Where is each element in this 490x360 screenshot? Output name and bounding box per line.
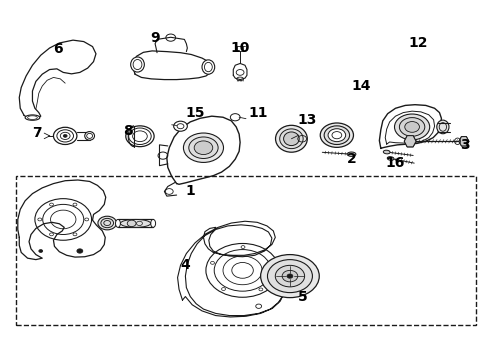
Text: 12: 12 [409,36,428,50]
Circle shape [230,114,240,121]
Text: 14: 14 [351,79,371,93]
Text: 4: 4 [180,258,190,273]
Text: 16: 16 [386,156,405,170]
Circle shape [39,249,43,252]
Ellipse shape [127,220,136,226]
Circle shape [282,270,298,282]
Ellipse shape [324,126,349,144]
Text: 8: 8 [123,123,133,138]
Circle shape [77,249,83,253]
Ellipse shape [284,132,299,145]
Ellipse shape [63,134,67,137]
Ellipse shape [151,220,156,227]
Ellipse shape [383,150,390,154]
Circle shape [275,265,305,287]
Text: 2: 2 [346,152,356,166]
Polygon shape [459,136,469,146]
Text: 5: 5 [298,289,308,303]
Ellipse shape [328,129,345,141]
Ellipse shape [126,126,154,147]
Ellipse shape [53,127,77,144]
Text: 11: 11 [249,105,269,120]
Ellipse shape [116,220,121,227]
Text: 9: 9 [150,31,159,45]
Ellipse shape [394,114,430,140]
Ellipse shape [320,123,353,147]
Bar [16,176,476,325]
Ellipse shape [348,152,355,156]
Ellipse shape [399,118,425,136]
Circle shape [268,260,313,293]
Text: 10: 10 [230,41,250,55]
Ellipse shape [183,133,223,162]
Ellipse shape [202,60,215,74]
Circle shape [287,274,293,278]
Ellipse shape [437,120,449,134]
Polygon shape [404,136,416,147]
Text: 7: 7 [32,126,42,140]
Ellipse shape [121,220,151,227]
Ellipse shape [98,216,117,230]
Text: 1: 1 [185,184,195,198]
Ellipse shape [347,152,356,156]
Circle shape [173,121,187,131]
Circle shape [261,255,319,298]
Text: 13: 13 [298,113,317,127]
Ellipse shape [387,157,394,160]
Ellipse shape [85,132,95,140]
Ellipse shape [280,129,303,149]
Text: 6: 6 [53,42,63,56]
Ellipse shape [189,137,218,158]
Ellipse shape [405,122,419,132]
Ellipse shape [101,219,114,228]
Ellipse shape [131,57,145,72]
Text: 3: 3 [460,138,470,152]
Ellipse shape [275,125,307,152]
Text: 15: 15 [185,105,205,120]
Ellipse shape [194,141,213,154]
Ellipse shape [25,115,40,120]
